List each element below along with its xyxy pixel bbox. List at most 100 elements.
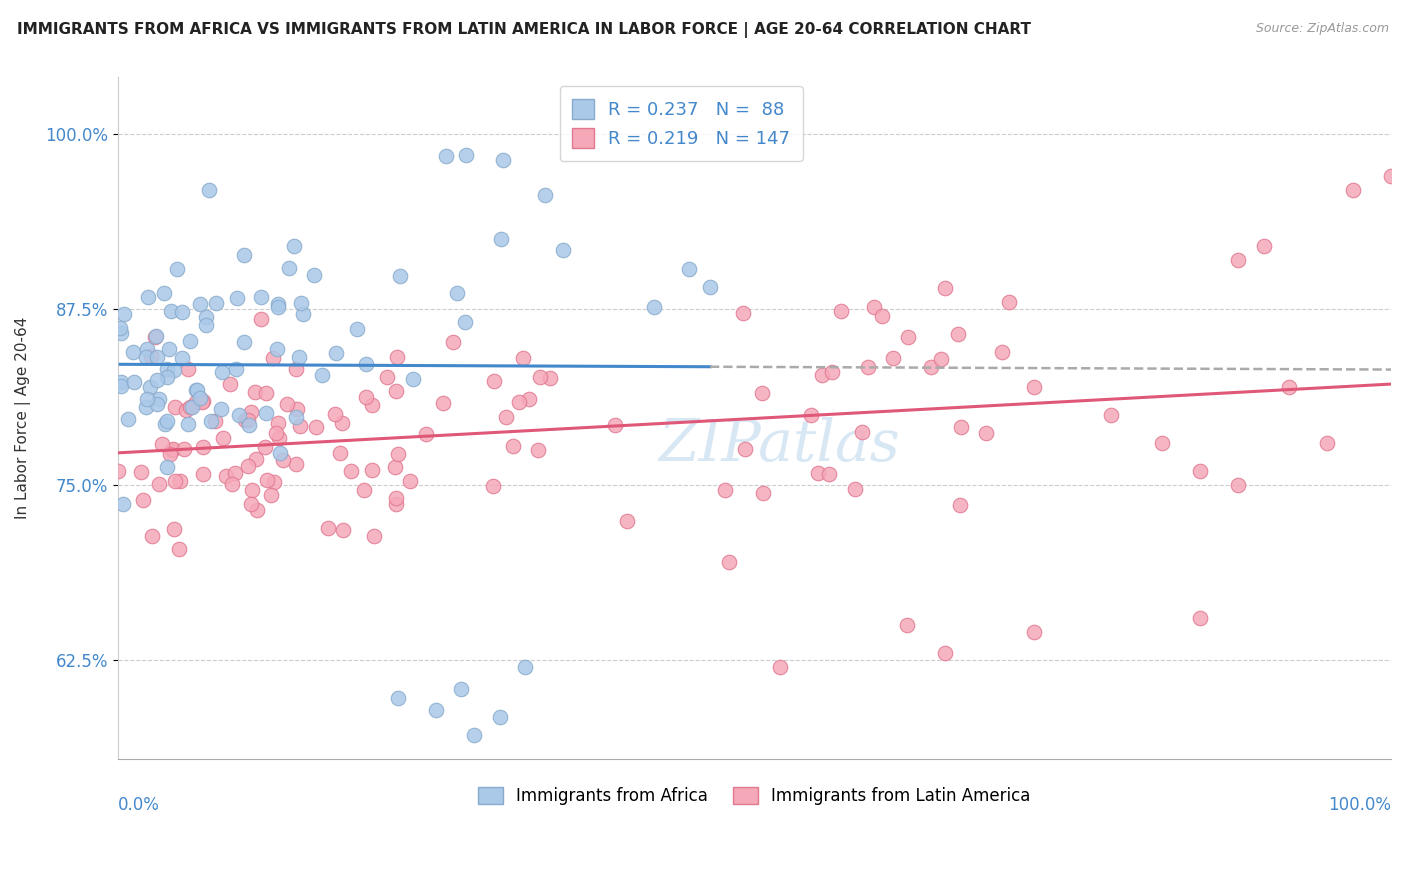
Point xyxy=(387,350,409,364)
Point xyxy=(146,350,169,364)
Point xyxy=(363,528,385,542)
Point xyxy=(148,477,170,491)
Point xyxy=(138,380,160,394)
Point xyxy=(340,464,363,478)
Point xyxy=(179,334,201,349)
Point xyxy=(110,375,132,389)
Point xyxy=(450,681,472,696)
Point xyxy=(517,392,540,406)
Point xyxy=(330,416,353,430)
Point xyxy=(616,514,638,528)
Point xyxy=(934,281,956,295)
Point xyxy=(491,232,513,246)
Point xyxy=(1253,239,1275,253)
Point xyxy=(266,342,288,356)
Point xyxy=(170,351,193,366)
Point xyxy=(110,321,132,335)
Point xyxy=(384,460,406,475)
Text: IMMIGRANTS FROM AFRICA VS IMMIGRANTS FROM LATIN AMERICA IN LABOR FORCE | AGE 20-: IMMIGRANTS FROM AFRICA VS IMMIGRANTS FRO… xyxy=(17,22,1031,38)
Point xyxy=(529,370,551,384)
Point xyxy=(323,407,346,421)
Point xyxy=(329,446,352,460)
Point xyxy=(193,440,215,454)
Point xyxy=(463,728,485,742)
Point xyxy=(150,437,173,451)
Point xyxy=(934,647,956,661)
Point xyxy=(446,286,468,301)
Point xyxy=(290,418,312,433)
Point xyxy=(162,442,184,456)
Point xyxy=(821,366,844,380)
Point xyxy=(146,373,169,387)
Text: 0.0%: 0.0% xyxy=(118,797,159,814)
Point xyxy=(678,261,700,276)
Point xyxy=(830,304,852,318)
Point xyxy=(851,425,873,439)
Point xyxy=(896,618,918,632)
Point xyxy=(1341,183,1364,197)
Point xyxy=(291,308,314,322)
Point xyxy=(198,183,221,197)
Point xyxy=(949,499,972,513)
Point xyxy=(219,377,242,392)
Point xyxy=(132,492,155,507)
Point xyxy=(166,262,188,277)
Point xyxy=(238,418,260,433)
Point xyxy=(211,365,233,379)
Point xyxy=(882,351,904,365)
Point xyxy=(605,417,627,432)
Point xyxy=(325,346,347,360)
Point xyxy=(136,290,159,304)
Point xyxy=(107,465,129,479)
Point xyxy=(148,392,170,407)
Point xyxy=(534,188,557,202)
Point xyxy=(974,425,997,440)
Point xyxy=(155,417,177,431)
Point xyxy=(751,385,773,400)
Point xyxy=(256,406,278,420)
Point xyxy=(946,326,969,341)
Point xyxy=(250,311,273,326)
Point xyxy=(1316,435,1339,450)
Point xyxy=(454,148,477,162)
Point xyxy=(385,491,408,505)
Point xyxy=(146,397,169,411)
Point xyxy=(285,402,308,417)
Point xyxy=(288,350,311,364)
Point xyxy=(699,280,721,294)
Text: ZIPatlas: ZIPatlas xyxy=(659,417,901,474)
Point xyxy=(267,417,290,431)
Point xyxy=(163,475,186,489)
Point xyxy=(415,427,437,442)
Point xyxy=(193,467,215,481)
Point xyxy=(285,457,308,471)
Point xyxy=(1278,379,1301,393)
Point xyxy=(818,467,841,482)
Point xyxy=(141,529,163,543)
Point xyxy=(527,442,550,457)
Point xyxy=(122,345,145,359)
Point xyxy=(734,442,756,456)
Point xyxy=(184,395,207,409)
Point xyxy=(186,383,208,397)
Point xyxy=(717,555,740,569)
Point xyxy=(387,447,409,461)
Point xyxy=(266,296,288,310)
Point xyxy=(481,479,503,493)
Point xyxy=(482,374,505,388)
Point xyxy=(402,372,425,386)
Point xyxy=(276,397,298,411)
Point xyxy=(246,502,269,516)
Point xyxy=(169,541,191,556)
Point xyxy=(135,401,157,415)
Point xyxy=(332,523,354,537)
Point xyxy=(180,400,202,414)
Point xyxy=(200,413,222,427)
Point xyxy=(769,660,792,674)
Point xyxy=(920,360,942,375)
Point xyxy=(513,660,536,674)
Point xyxy=(240,405,263,419)
Point xyxy=(302,268,325,282)
Point xyxy=(145,328,167,343)
Point xyxy=(163,401,186,415)
